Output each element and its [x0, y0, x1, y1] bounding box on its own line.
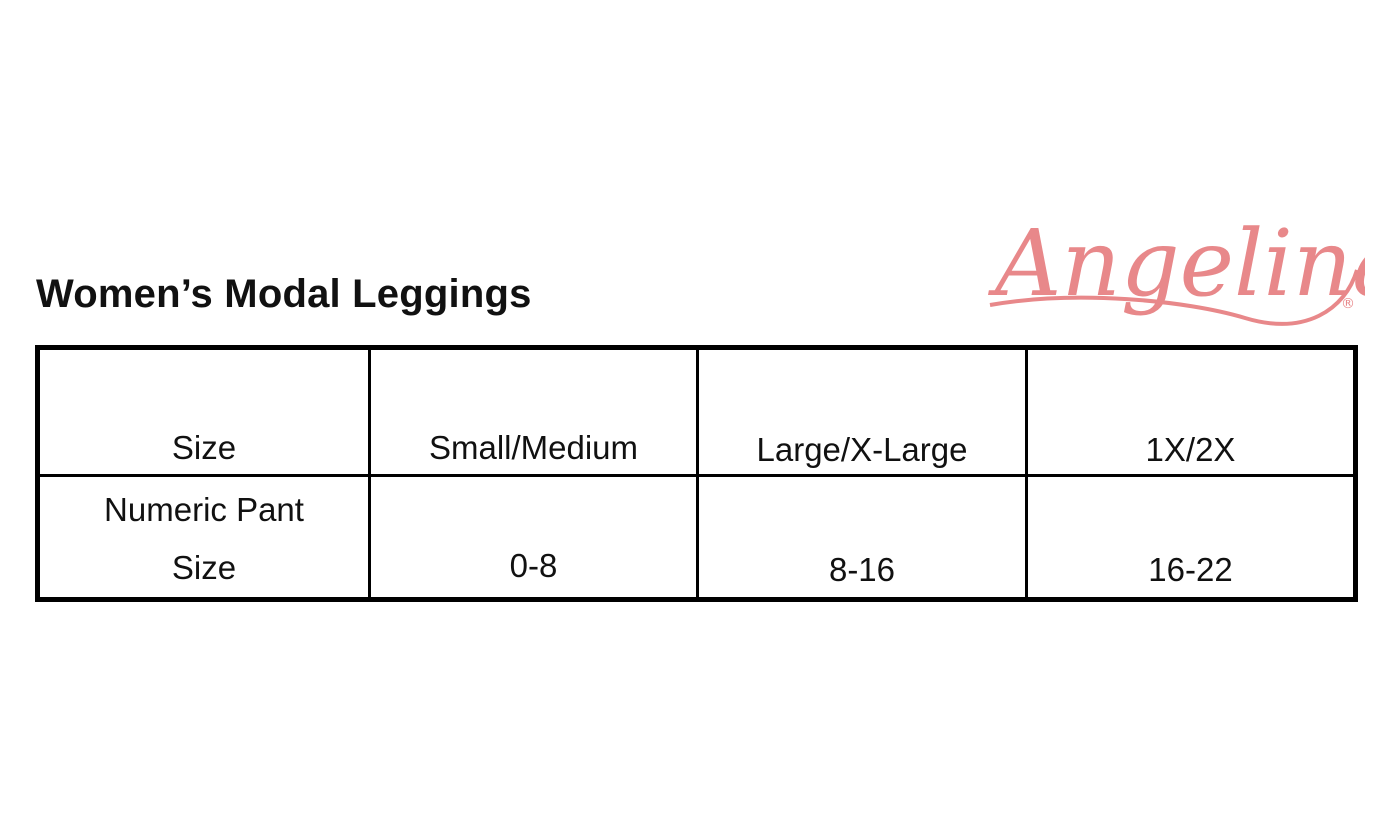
- row-label-line1: Numeric Pant: [104, 491, 304, 528]
- header-small-medium: Small/Medium: [428, 429, 639, 466]
- logo-text: Angelina: [987, 210, 1365, 317]
- row-label-line2: Size: [171, 549, 237, 586]
- row-divider: [40, 474, 1353, 477]
- header-large-xlarge: Large/X-Large: [756, 431, 968, 468]
- angelina-logo: Angelina ®: [985, 200, 1400, 335]
- size-chart-table: Size Small/Medium Large/X-Large 1X/2X Nu…: [35, 345, 1358, 602]
- value-large-xlarge: 8-16: [828, 551, 896, 588]
- header-size: Size: [171, 429, 237, 466]
- value-1x-2x: 16-22: [1148, 551, 1233, 588]
- value-small-medium: 0-8: [509, 547, 558, 584]
- header-1x-2x: 1X/2X: [1145, 431, 1236, 468]
- page-title: Women’s Modal Leggings: [36, 272, 532, 316]
- column-divider: [368, 350, 371, 597]
- column-divider: [696, 350, 699, 597]
- column-divider: [1025, 350, 1028, 597]
- registered-mark: ®: [1341, 296, 1355, 312]
